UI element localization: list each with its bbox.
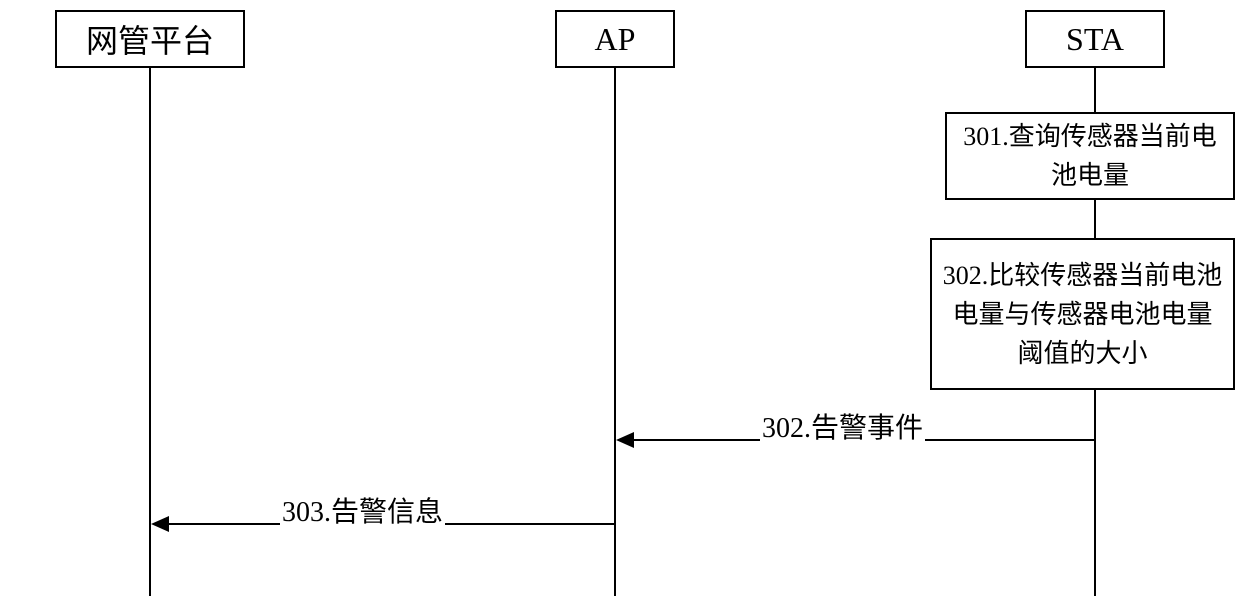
arrow-2-label: 303.告警信息 <box>280 490 445 530</box>
arrow-1-label: 302.告警事件 <box>760 406 925 446</box>
lifeline-head-nms: 网管平台 <box>55 10 245 68</box>
arrow-2-head <box>151 516 169 532</box>
lifeline-label: STA <box>1066 21 1124 58</box>
step-301: 301.查询传感器当前电池电量 <box>945 112 1235 200</box>
lifeline-sta-seg3 <box>1094 390 1096 596</box>
step-302: 302.比较传感器当前电池电量与传感器电池电量阈值的大小 <box>930 238 1235 390</box>
arrow-label-text: 302.告警事件 <box>762 413 923 444</box>
arrow-1-head <box>616 432 634 448</box>
lifeline-label: AP <box>595 21 636 58</box>
lifeline-sta-seg2 <box>1094 200 1096 238</box>
lifeline-head-sta: STA <box>1025 10 1165 68</box>
lifeline-label: 网管平台 <box>86 16 214 62</box>
lifeline-head-ap: AP <box>555 10 675 68</box>
lifeline-ap <box>614 68 616 596</box>
step-text: 301.查询传感器当前电池电量 <box>955 117 1225 195</box>
arrow-label-text: 303.告警信息 <box>282 497 443 528</box>
lifeline-sta-seg1 <box>1094 68 1096 112</box>
step-text: 302.比较传感器当前电池电量与传感器电池电量阈值的大小 <box>940 256 1225 373</box>
